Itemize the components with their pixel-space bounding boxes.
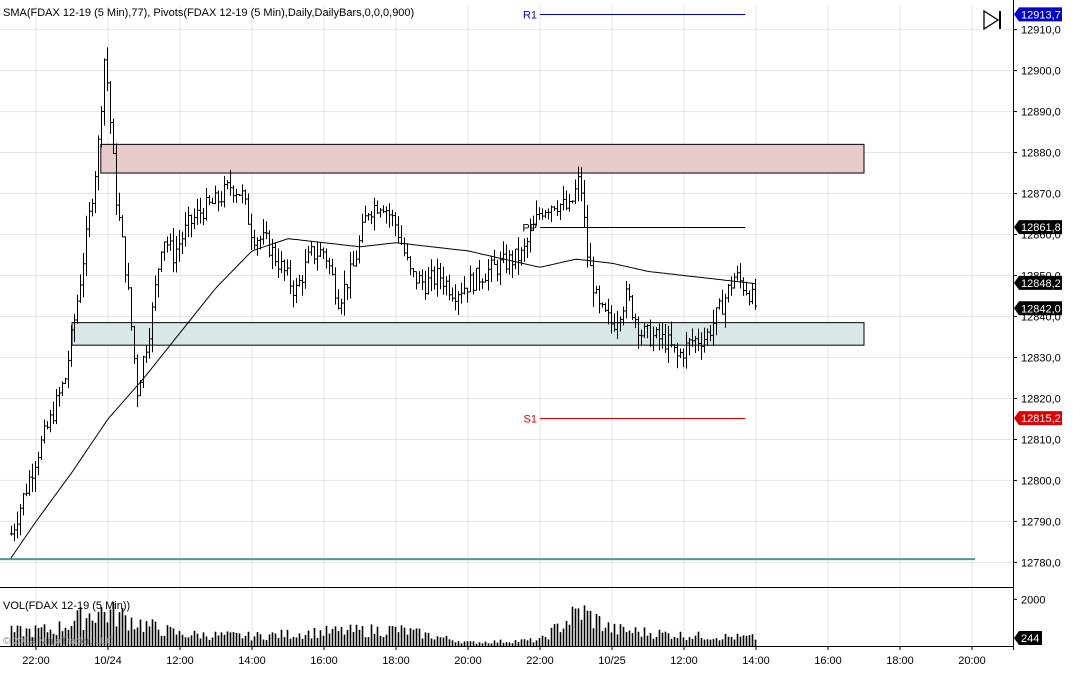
- copyright-text: © 2019 NinjaTrader, LLC: [3, 636, 113, 647]
- pivot-r1-label: R1: [523, 10, 537, 22]
- resistance-zone: [100, 143, 865, 174]
- volume-badge-label: 244: [1021, 633, 1039, 645]
- sma-line: [10, 238, 755, 559]
- y-tick-label: 12900,0: [1021, 66, 1061, 78]
- x-tick-label: 22:00: [526, 655, 554, 667]
- x-tick-label: 16:00: [310, 655, 338, 667]
- y-tick-label: 12870,0: [1021, 189, 1061, 201]
- price-badge: 12913,7: [1014, 7, 1062, 22]
- price-badge-label: 12815,2: [1021, 413, 1061, 425]
- pivot-s1-label: S1: [524, 414, 537, 426]
- sma-path: [10, 238, 755, 559]
- y-tick-label: 12880,0: [1021, 148, 1061, 160]
- price-badge-label: 12913,7: [1021, 9, 1061, 21]
- x-tick-label: 10/24: [94, 655, 122, 667]
- skip-end-button[interactable]: [980, 9, 1004, 31]
- y-tick-label: 12830,0: [1021, 352, 1061, 364]
- indicators-label: SMA(FDAX 12-19 (5 Min),77), Pivots(FDAX …: [3, 7, 414, 19]
- x-tick-label: 18:00: [886, 655, 914, 667]
- price-badge: 12861,8: [1014, 220, 1062, 235]
- y-tick-label: 12820,0: [1021, 393, 1061, 405]
- price-badge-shape: [1014, 275, 1062, 290]
- price-badge-shape: [1014, 411, 1062, 426]
- price-badge-shape: [1014, 220, 1062, 235]
- price-badges: 12913,7 12861,8 12848,2 12842,0 12815,2 244: [1014, 7, 1062, 645]
- price-bars: [10, 47, 757, 542]
- pivot-lines: R1 PP S1: [522, 10, 746, 426]
- price-badge-shape: [1014, 301, 1062, 316]
- volume-tick-label: 2000: [1021, 594, 1045, 606]
- price-badge-label: 12842,0: [1021, 303, 1061, 315]
- support-zone: [71, 322, 865, 346]
- x-tick-label: 16:00: [814, 655, 842, 667]
- price-badge: 12842,0: [1014, 301, 1062, 316]
- x-tick-label: 18:00: [382, 655, 410, 667]
- skip-end-icon[interactable]: [980, 9, 1004, 31]
- x-tick-label: 20:00: [454, 655, 482, 667]
- x-tick-label: 12:00: [670, 655, 698, 667]
- price-badge: 12815,2: [1014, 411, 1062, 426]
- pivot-pp-label: PP: [522, 223, 537, 235]
- y-tick-label: 12910,0: [1021, 25, 1061, 37]
- x-tick-label: 12:00: [166, 655, 194, 667]
- volume-badge-shape: [1014, 631, 1042, 645]
- x-tick-label: 14:00: [742, 655, 770, 667]
- price-badge-label: 12848,2: [1021, 278, 1061, 290]
- volume-bars: [10, 601, 757, 646]
- x-tick-label: 20:00: [958, 655, 986, 667]
- y-tick-label: 12790,0: [1021, 516, 1061, 528]
- y-tick-label: 12810,0: [1021, 434, 1061, 446]
- price-badge-shape: [1014, 7, 1062, 22]
- y-tick-label: 12800,0: [1021, 475, 1061, 487]
- x-tick-label: 10/25: [598, 655, 626, 667]
- volume-badge: 244: [1014, 631, 1042, 645]
- y-tick-label: 12780,0: [1021, 557, 1061, 569]
- x-tick-label: 22:00: [22, 655, 50, 667]
- volume-label: VOL(FDAX 12-19 (5 Min)): [3, 600, 130, 612]
- price-badge: 12848,2: [1014, 275, 1062, 290]
- x-tick-label: 14:00: [238, 655, 266, 667]
- y-tick-label: 12890,0: [1021, 107, 1061, 119]
- price-badge-label: 12861,8: [1021, 222, 1061, 234]
